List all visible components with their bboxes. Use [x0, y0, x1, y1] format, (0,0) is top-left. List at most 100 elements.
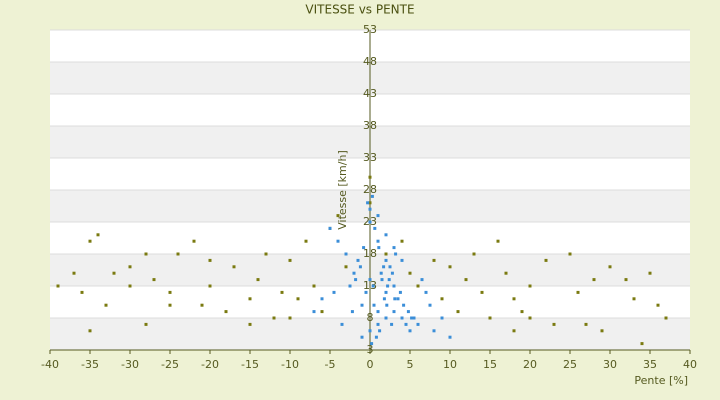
point — [632, 297, 636, 301]
point — [264, 252, 268, 256]
point — [348, 284, 352, 288]
point — [380, 278, 384, 282]
point — [368, 201, 372, 205]
point — [432, 329, 436, 333]
point — [404, 322, 408, 326]
point — [592, 278, 596, 282]
point — [368, 220, 372, 224]
point — [232, 265, 236, 269]
point — [168, 290, 172, 294]
point — [176, 252, 180, 256]
point — [368, 278, 372, 282]
point — [366, 201, 370, 205]
point — [432, 258, 436, 262]
point — [384, 233, 388, 237]
point — [152, 278, 156, 282]
point — [472, 252, 476, 256]
point — [396, 297, 400, 301]
point — [512, 329, 516, 333]
point — [370, 342, 374, 346]
point — [376, 310, 380, 314]
chart-title: VITESSE vs PENTE — [305, 3, 414, 17]
x-tick-label: -15 — [241, 358, 259, 371]
point — [392, 246, 396, 250]
point — [336, 239, 340, 243]
point — [373, 226, 377, 230]
point — [656, 303, 660, 307]
point — [378, 329, 382, 333]
point — [385, 303, 389, 307]
point — [600, 329, 604, 333]
point — [400, 258, 404, 262]
x-tick-label: -10 — [281, 358, 299, 371]
point — [392, 310, 396, 314]
point — [382, 265, 386, 269]
point — [280, 290, 284, 294]
point — [664, 316, 668, 320]
point — [520, 310, 524, 314]
point — [512, 297, 516, 301]
point — [420, 278, 424, 282]
point — [248, 322, 252, 326]
point — [384, 316, 388, 320]
x-axis-title: Pente [%] — [634, 374, 688, 387]
point — [504, 271, 508, 275]
point — [544, 258, 548, 262]
point — [402, 303, 406, 307]
point — [392, 284, 396, 288]
point — [374, 335, 378, 339]
point — [328, 226, 332, 230]
point — [192, 239, 196, 243]
point — [410, 316, 414, 320]
point — [72, 271, 76, 275]
point — [80, 290, 84, 294]
point — [387, 278, 391, 282]
point — [358, 265, 362, 269]
point — [364, 290, 368, 294]
point — [400, 239, 404, 243]
point — [248, 297, 252, 301]
point — [350, 310, 354, 314]
point — [393, 297, 397, 301]
point — [372, 303, 376, 307]
point — [376, 322, 380, 326]
point — [340, 322, 344, 326]
point — [416, 322, 420, 326]
x-tick-label: -40 — [41, 358, 59, 371]
point — [296, 297, 300, 301]
point — [408, 271, 412, 275]
point — [608, 265, 612, 269]
point — [224, 310, 228, 314]
point — [640, 342, 644, 346]
point — [584, 322, 588, 326]
point — [576, 290, 580, 294]
point — [360, 335, 364, 339]
point — [624, 278, 628, 282]
point — [336, 214, 340, 218]
point — [304, 239, 308, 243]
point — [288, 258, 292, 262]
point — [88, 239, 92, 243]
point — [368, 207, 372, 211]
x-tick-label: -35 — [81, 358, 99, 371]
point — [480, 290, 484, 294]
point — [568, 252, 572, 256]
point — [320, 297, 324, 301]
point — [371, 284, 375, 288]
point — [356, 258, 360, 262]
x-tick-label: 5 — [407, 358, 414, 371]
point — [416, 284, 420, 288]
point — [488, 316, 492, 320]
point — [398, 290, 402, 294]
x-tick-label: -25 — [161, 358, 179, 371]
point — [128, 284, 132, 288]
x-tick-label: -20 — [201, 358, 219, 371]
point — [440, 316, 444, 320]
point — [368, 329, 372, 333]
point — [390, 322, 394, 326]
point — [352, 271, 356, 275]
x-tick-label: -5 — [325, 358, 336, 371]
point — [384, 252, 388, 256]
point — [376, 214, 380, 218]
